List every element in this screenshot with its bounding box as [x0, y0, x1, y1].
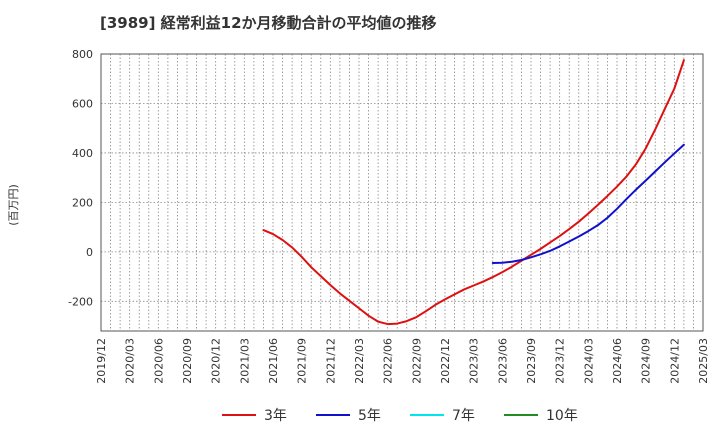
plot-area-frame: [100, 53, 704, 332]
x-tick-label: 2022/09: [410, 338, 423, 384]
x-tick-label: 2022/06: [382, 338, 395, 384]
series-line-5年: [491, 143, 685, 264]
legend-label-7年: 7年: [452, 408, 475, 424]
x-tick-label: 2020/09: [181, 338, 194, 384]
x-tick-label: 2022/12: [439, 338, 452, 384]
legend-label-10年: 10年: [546, 408, 578, 424]
x-tick-label: 2024/06: [611, 338, 624, 384]
x-tick-label: 2023/03: [468, 338, 481, 384]
grid-layer: [101, 53, 703, 331]
x-tick-label: 2023/12: [554, 338, 567, 384]
x-tick-label: 2021/09: [296, 338, 309, 384]
x-tick-label: 2024/09: [640, 338, 653, 384]
x-tick-label: 2020/03: [124, 338, 137, 384]
x-tick-label: 2021/12: [324, 338, 337, 384]
x-tick-label: 2021/03: [238, 338, 251, 384]
x-tick-label: 2025/03: [697, 338, 710, 384]
y-tick-label: 400: [72, 147, 93, 160]
x-tick-label: 2022/03: [353, 338, 366, 384]
legend-label-5年: 5年: [358, 408, 381, 424]
x-tick-label: 2021/06: [267, 338, 280, 384]
y-tick-label: 800: [72, 48, 93, 61]
x-tick-label: 2024/12: [668, 338, 681, 384]
y-tick-label: 200: [72, 196, 93, 209]
y-tick-label: 0: [86, 246, 93, 259]
chart-title: [3989] 経常利益12か月移動合計の平均値の推移: [100, 14, 437, 32]
y-axis-label: (百万円): [7, 184, 20, 226]
legend: 3年 5年 7年 10年: [222, 408, 578, 424]
x-tick-label: 2024/03: [582, 338, 595, 384]
legend-label-3年: 3年: [264, 408, 287, 424]
x-tick-label: 2023/06: [496, 338, 509, 384]
y-tick-label: 600: [72, 97, 93, 110]
x-tick-label: 2020/06: [152, 338, 165, 384]
y-tick-label: -200: [68, 295, 93, 308]
x-tick-label: 2019/12: [95, 338, 108, 384]
x-tick-label: 2020/12: [210, 338, 223, 384]
x-tick-label: 2023/09: [525, 338, 538, 384]
series-line-3年: [262, 59, 685, 326]
series-layer: [262, 59, 685, 326]
tick-layer: 800 600 400 200 0 -200 2019/12 2020/03 2020/06 20…: [68, 48, 710, 384]
